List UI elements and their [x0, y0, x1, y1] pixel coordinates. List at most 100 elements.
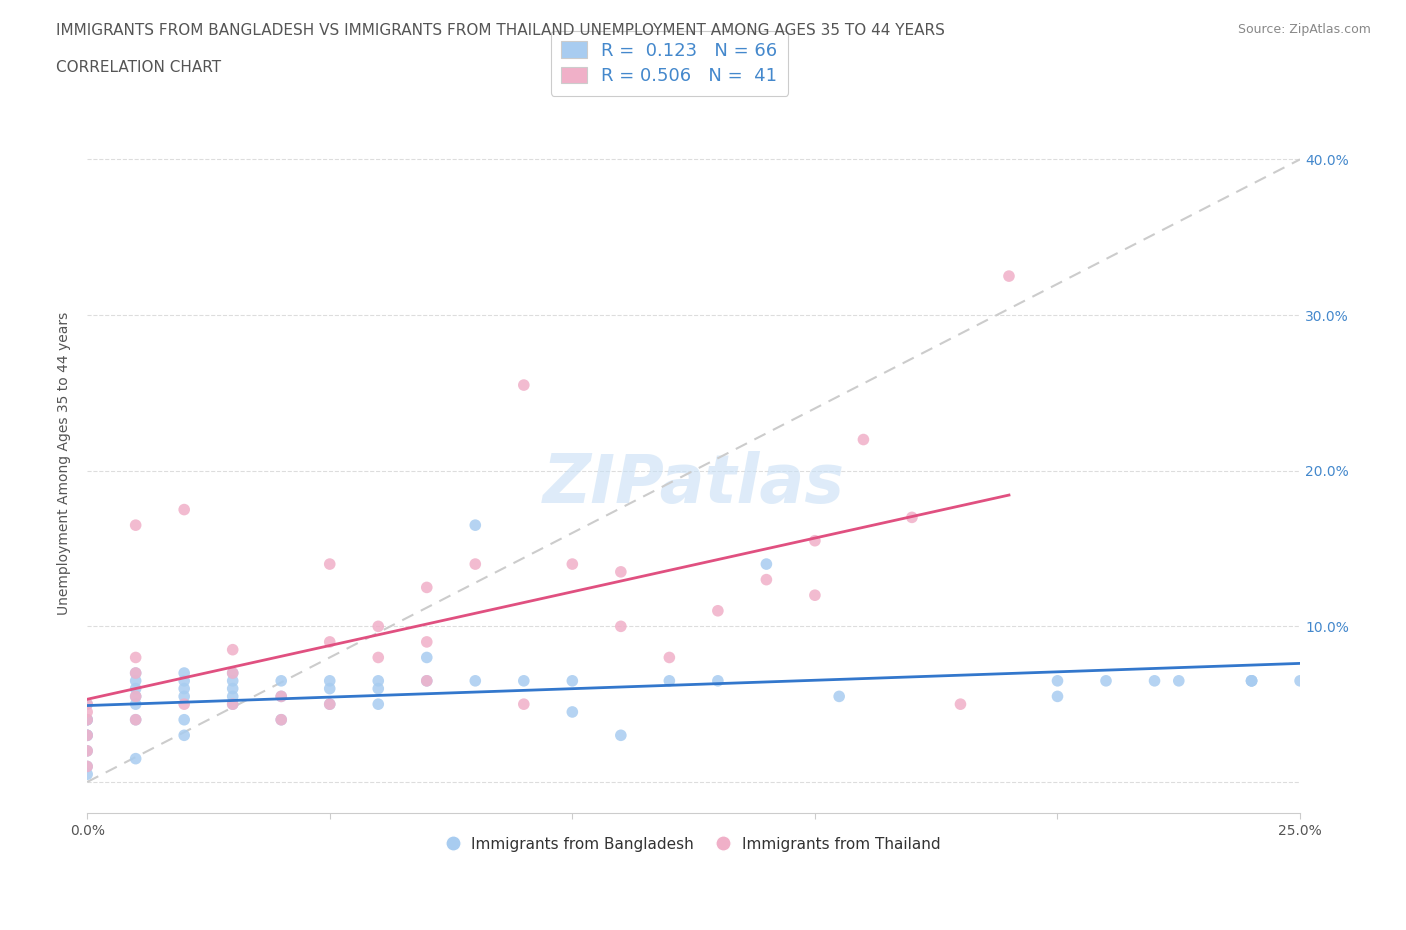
Point	[76, 743, 98, 758]
Point	[513, 378, 536, 392]
Point	[464, 673, 486, 688]
Point	[367, 618, 389, 633]
Point	[124, 673, 146, 688]
Point	[416, 580, 439, 595]
Point	[222, 643, 245, 658]
Point	[76, 766, 98, 781]
Y-axis label: Unemployment Among Ages 35 to 44 years: Unemployment Among Ages 35 to 44 years	[58, 312, 72, 615]
Point	[949, 697, 972, 711]
Point	[416, 634, 439, 649]
Point	[222, 666, 245, 681]
Point	[76, 728, 98, 743]
Point	[76, 712, 98, 727]
Point	[1240, 673, 1263, 688]
Point	[1046, 689, 1069, 704]
Point	[804, 533, 827, 548]
Point	[222, 681, 245, 696]
Text: ZIPatlas: ZIPatlas	[543, 451, 845, 517]
Point	[124, 518, 146, 533]
Point	[173, 666, 195, 681]
Point	[707, 673, 730, 688]
Point	[124, 681, 146, 696]
Point	[319, 673, 342, 688]
Point	[561, 705, 583, 720]
Point	[1046, 673, 1069, 688]
Point	[561, 557, 583, 572]
Point	[270, 712, 292, 727]
Point	[76, 697, 98, 711]
Point	[1289, 673, 1312, 688]
Point	[124, 697, 146, 711]
Point	[561, 673, 583, 688]
Point	[124, 712, 146, 727]
Point	[270, 712, 292, 727]
Point	[416, 650, 439, 665]
Point	[416, 673, 439, 688]
Point	[755, 557, 778, 572]
Point	[222, 666, 245, 681]
Point	[610, 728, 633, 743]
Point	[319, 697, 342, 711]
Legend: Immigrants from Bangladesh, Immigrants from Thailand: Immigrants from Bangladesh, Immigrants f…	[441, 830, 946, 858]
Point	[76, 759, 98, 774]
Point	[367, 673, 389, 688]
Point	[173, 673, 195, 688]
Point	[1095, 673, 1118, 688]
Point	[124, 666, 146, 681]
Point	[173, 689, 195, 704]
Point	[319, 681, 342, 696]
Point	[319, 557, 342, 572]
Point	[173, 681, 195, 696]
Point	[124, 650, 146, 665]
Point	[1240, 673, 1263, 688]
Point	[270, 689, 292, 704]
Point	[707, 604, 730, 618]
Point	[755, 572, 778, 587]
Point	[610, 565, 633, 579]
Point	[270, 689, 292, 704]
Point	[828, 689, 851, 704]
Point	[270, 673, 292, 688]
Point	[76, 697, 98, 711]
Point	[222, 697, 245, 711]
Point	[173, 712, 195, 727]
Point	[464, 557, 486, 572]
Point	[367, 697, 389, 711]
Point	[124, 689, 146, 704]
Point	[416, 673, 439, 688]
Point	[76, 728, 98, 743]
Point	[173, 697, 195, 711]
Point	[76, 743, 98, 758]
Point	[76, 705, 98, 720]
Point	[124, 689, 146, 704]
Text: IMMIGRANTS FROM BANGLADESH VS IMMIGRANTS FROM THAILAND UNEMPLOYMENT AMONG AGES 3: IMMIGRANTS FROM BANGLADESH VS IMMIGRANTS…	[56, 23, 945, 38]
Point	[76, 728, 98, 743]
Point	[658, 673, 681, 688]
Point	[367, 650, 389, 665]
Point	[173, 502, 195, 517]
Point	[804, 588, 827, 603]
Point	[367, 681, 389, 696]
Point	[76, 712, 98, 727]
Point	[173, 728, 195, 743]
Point	[222, 689, 245, 704]
Point	[1143, 673, 1166, 688]
Point	[222, 697, 245, 711]
Point	[998, 269, 1021, 284]
Point	[319, 697, 342, 711]
Point	[513, 697, 536, 711]
Point	[319, 634, 342, 649]
Point	[76, 759, 98, 774]
Text: CORRELATION CHART: CORRELATION CHART	[56, 60, 221, 75]
Point	[222, 673, 245, 688]
Point	[901, 510, 924, 525]
Point	[1240, 673, 1263, 688]
Point	[852, 432, 875, 447]
Point	[464, 518, 486, 533]
Point	[610, 618, 633, 633]
Text: Source: ZipAtlas.com: Source: ZipAtlas.com	[1237, 23, 1371, 36]
Point	[1167, 673, 1189, 688]
Point	[76, 712, 98, 727]
Point	[658, 650, 681, 665]
Point	[124, 751, 146, 766]
